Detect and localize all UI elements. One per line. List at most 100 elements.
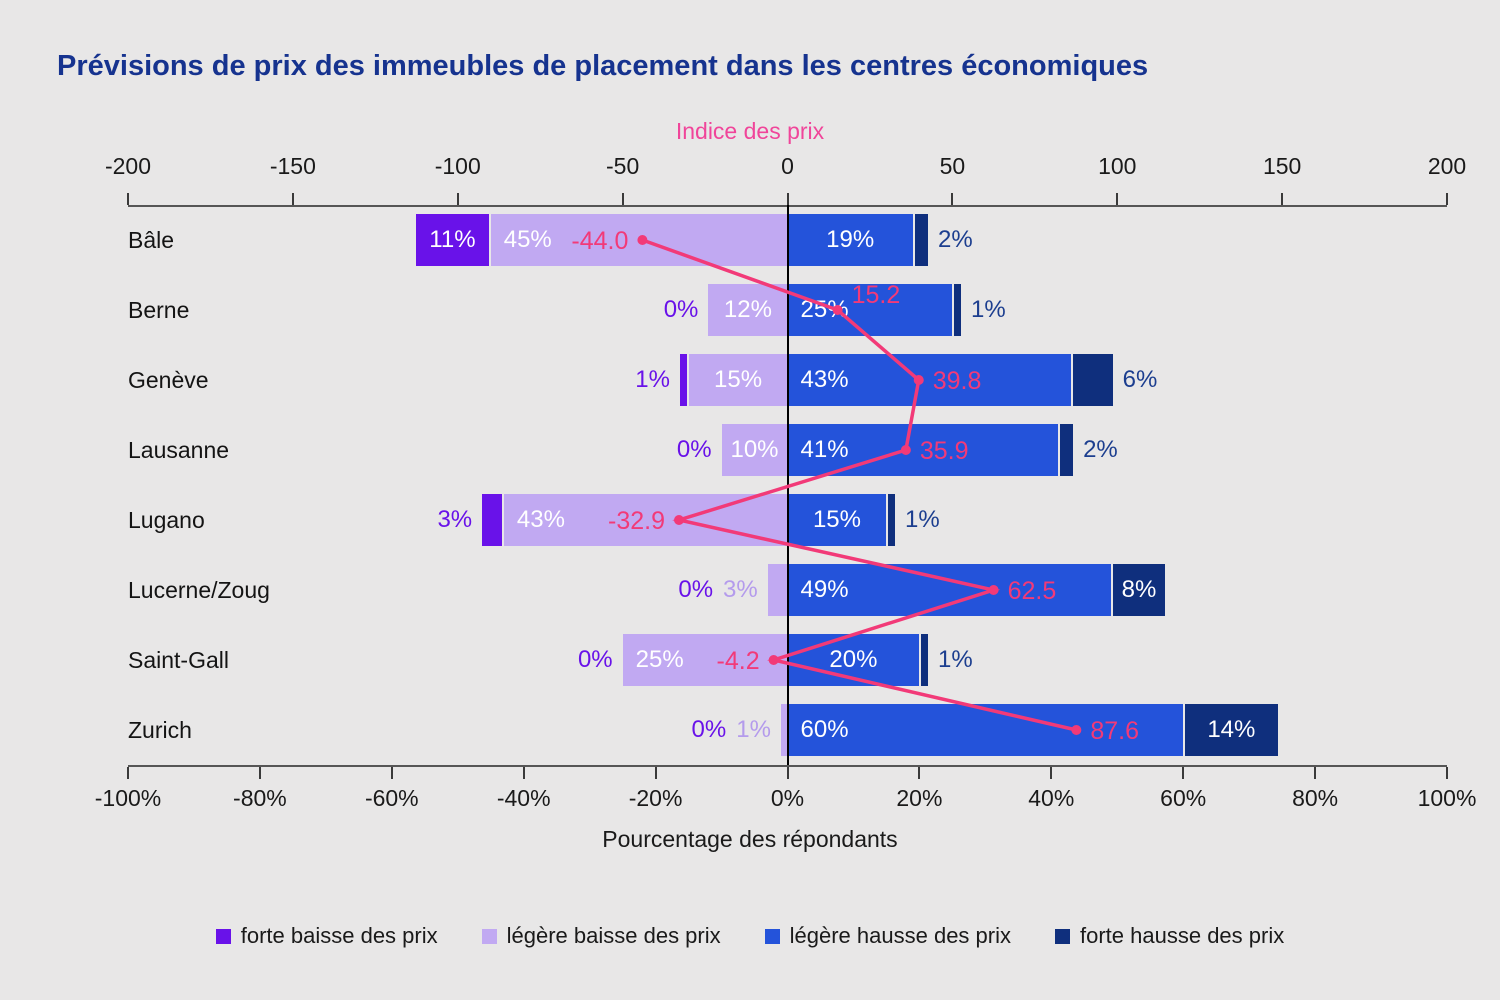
bar-value-label: 49% <box>800 576 849 603</box>
top-axis-tick <box>291 193 294 205</box>
bar-segment-forte-hausse <box>914 214 928 266</box>
bar-segment-forte-hausse <box>954 284 961 336</box>
bar-segment-forte-baisse <box>679 354 687 406</box>
legend-item: forte hausse des prix <box>1055 923 1284 949</box>
bottom-axis-tick <box>918 767 921 779</box>
top-axis-tick-label: -50 <box>606 153 640 179</box>
bar-value-label: 15% <box>714 366 763 393</box>
bottom-axis-tick <box>522 767 525 779</box>
bottom-axis-tick <box>258 767 261 779</box>
bottom-axis-tick <box>786 767 789 779</box>
legend-item: légère baisse des prix <box>481 923 721 949</box>
bar-value-label-forte-hausse: 2% <box>1083 436 1118 463</box>
bar-segment-forte-hausse <box>921 634 928 686</box>
bar-value-label-legere-baisse: 1% <box>736 716 771 743</box>
bar-outside-left-labels: 0% <box>664 284 699 336</box>
row-label: Zurich <box>128 717 192 743</box>
bottom-axis-tick <box>127 767 129 779</box>
bar-value-label: 11% <box>429 226 476 253</box>
bar-outside-left-labels: 3% <box>437 494 472 546</box>
bar-outside-left-labels: 0% <box>578 634 613 686</box>
row-label: Genève <box>128 367 209 393</box>
row-label: Bâle <box>128 227 175 253</box>
bar-value-label: 25% <box>635 646 684 673</box>
bottom-axis-tick-label: -60% <box>364 785 419 811</box>
bottom-axis-tick-label: -40% <box>496 785 551 811</box>
legend-label: forte baisse des prix <box>240 923 438 948</box>
bottom-axis-tick-label: 0% <box>770 785 805 811</box>
top-axis-tick <box>951 193 954 205</box>
bar-value-label-forte-baisse: 0% <box>663 296 699 323</box>
top-axis-tick-label: 50 <box>939 153 966 179</box>
top-axis-tick-label: -150 <box>269 153 316 179</box>
bar-value-label: 10% <box>730 436 779 463</box>
top-axis-tick <box>456 193 459 205</box>
chart-title: Prévisions de prix des immeubles de plac… <box>57 50 1149 82</box>
top-axis-tick-label: 100 <box>1098 153 1137 179</box>
top-axis-title: Indice des prix <box>675 118 825 144</box>
top-axis-tick <box>1116 193 1119 205</box>
top-axis-tick <box>1281 193 1284 205</box>
bar-outside-left-labels: 0% 1% <box>692 704 771 756</box>
bar-value-label: 43% <box>800 366 849 393</box>
bar-segment-forte-hausse <box>1059 424 1074 476</box>
bar-outside-left-labels: 1% <box>635 354 670 406</box>
bottom-axis-tick <box>390 767 393 779</box>
top-axis-tick <box>1446 193 1448 205</box>
top-axis-tick <box>621 193 624 205</box>
bar-value-label: 43% <box>516 506 565 533</box>
bar-value-label-forte-baisse: 0% <box>676 436 712 463</box>
row-label: Lugano <box>128 507 205 533</box>
bar-segment-forte-baisse <box>416 214 489 266</box>
legend-swatch-icon <box>1055 928 1070 944</box>
legend: forte baisse des prix légère baisse des p… <box>0 923 1500 949</box>
bar-value-label: 45% <box>503 226 552 253</box>
bottom-axis-tick-label: -20% <box>628 785 683 811</box>
bar-value-label-forte-baisse: 0% <box>691 716 727 743</box>
bar-value-label-forte-baisse: 1% <box>635 366 670 393</box>
bar-value-label: 15% <box>812 506 861 533</box>
bottom-axis-tick-label: 40% <box>1028 785 1075 811</box>
bar-value-label: 14% <box>1207 716 1256 743</box>
bottom-axis-tick-label: -80% <box>233 785 287 811</box>
bottom-axis-line <box>128 765 1447 767</box>
legend-label: forte hausse des prix <box>1080 923 1285 948</box>
bar-segment-forte-hausse <box>1112 564 1166 616</box>
top-axis-tick-label: 0 <box>781 153 794 179</box>
top-axis-tick-label: 150 <box>1262 153 1302 179</box>
bar-segment-legere-baisse <box>767 564 788 616</box>
bar-value-label: 20% <box>829 646 878 673</box>
bottom-axis-tick-label: 60% <box>1160 785 1207 811</box>
row-label: Saint-Gall <box>128 647 229 673</box>
bottom-axis-tick-label: -100% <box>94 785 162 811</box>
bar-segment-forte-baisse <box>482 494 502 546</box>
bar-value-label-forte-hausse: 1% <box>970 296 1006 323</box>
row-label: Berne <box>128 297 190 323</box>
bar-value-label-forte-baisse: 3% <box>437 506 473 533</box>
bar-segment-forte-hausse <box>1185 704 1278 756</box>
bottom-axis-tick <box>1446 767 1448 779</box>
bar-segment-forte-hausse <box>888 494 896 546</box>
bottom-axis-title: Pourcentage des répondants <box>602 826 898 852</box>
bar-segment-forte-hausse <box>1073 354 1113 406</box>
bottom-axis-tick-label: 100% <box>1417 785 1477 811</box>
bottom-axis-tick <box>1050 767 1053 779</box>
bar-value-label-legere-baisse: 3% <box>723 576 758 603</box>
legend-label: légère hausse des prix <box>789 923 1011 948</box>
legend-swatch-icon <box>215 928 231 944</box>
bottom-axis-tick-label: 80% <box>1292 785 1339 811</box>
bar-value-label-forte-hausse: 2% <box>937 226 973 253</box>
bar-value-label-forte-hausse: 1% <box>937 646 973 673</box>
bottom-axis-tick <box>1314 767 1317 779</box>
bar-value-label-forte-baisse: 0% <box>577 646 613 673</box>
bottom-axis-tick <box>654 767 657 779</box>
bar-value-label: 12% <box>723 296 772 323</box>
top-axis-tick-label: -100 <box>434 153 481 179</box>
legend-label: légère baisse des prix <box>506 923 721 948</box>
bottom-axis-tick-label: 20% <box>896 785 943 811</box>
bar-outside-left-labels: 0% <box>677 424 712 476</box>
bar-value-label: 19% <box>826 226 875 253</box>
bar-value-label: 25% <box>800 296 849 323</box>
bar-value-label: 60% <box>800 716 849 743</box>
